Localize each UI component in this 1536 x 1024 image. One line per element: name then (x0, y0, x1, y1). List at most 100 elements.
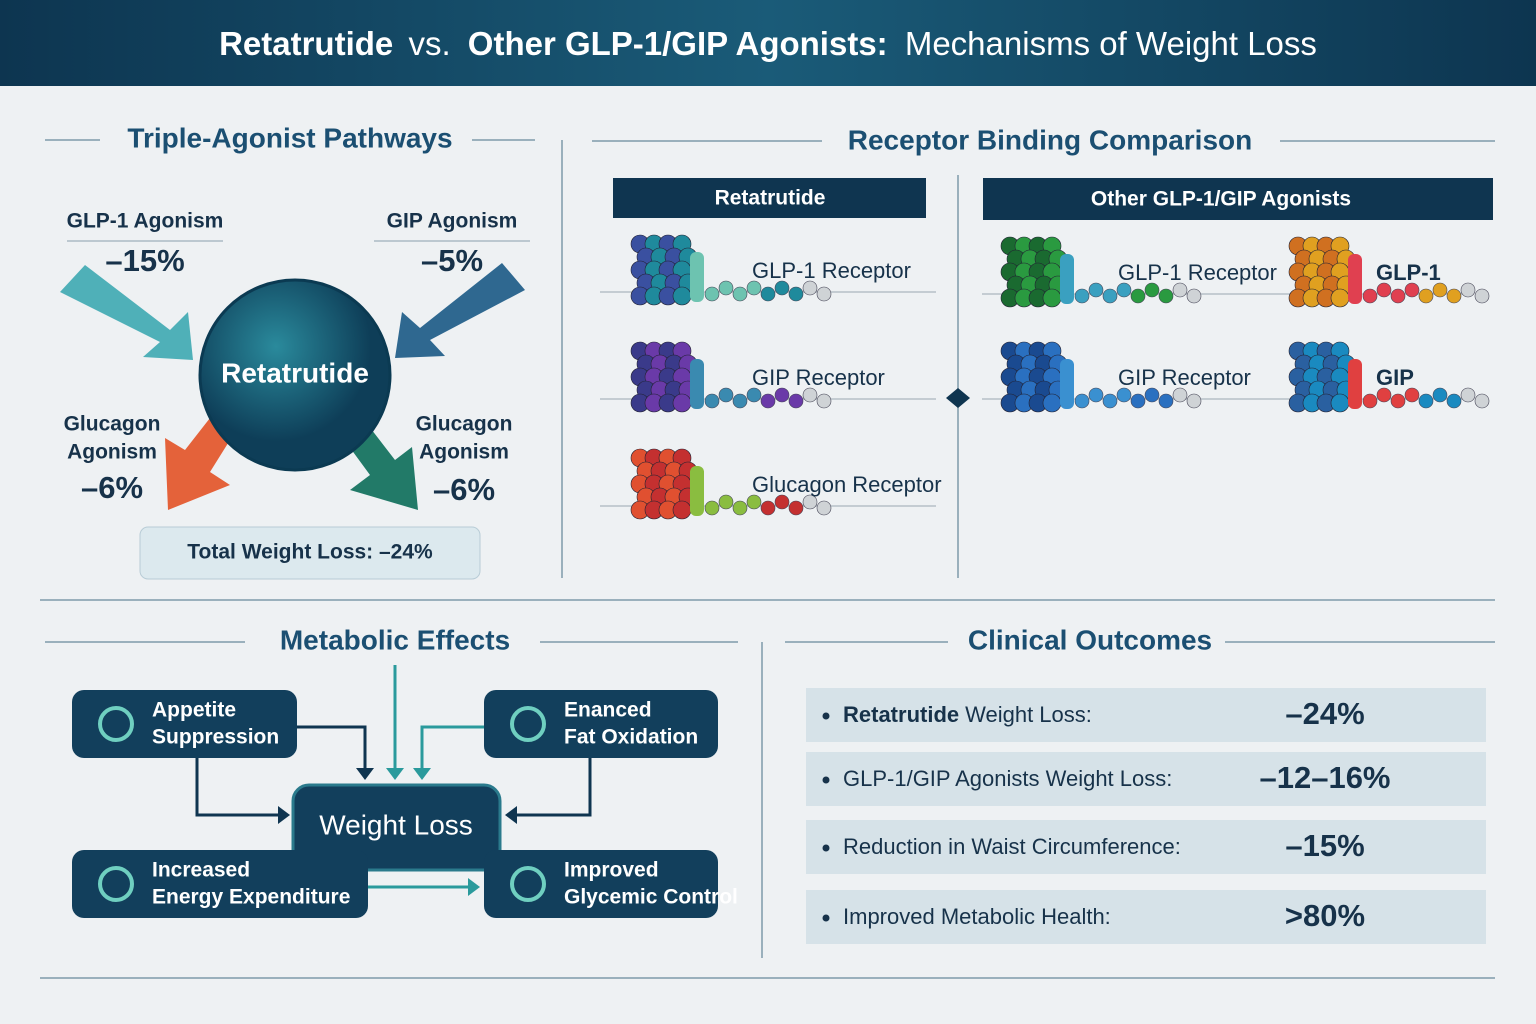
chain (816, 286, 832, 302)
title-part: vs. (408, 25, 450, 62)
effect-icon (510, 706, 546, 742)
chain (1404, 282, 1420, 298)
residue (1330, 288, 1350, 308)
chain (1116, 282, 1132, 298)
column-header-label: Other GLP-1/GIP Agonists (1091, 188, 1351, 211)
receptor-label: GIP Receptor (1118, 365, 1251, 390)
helix (690, 252, 704, 302)
effect-label: Enanced (564, 699, 652, 722)
effect-label: Increased (152, 859, 250, 882)
bullet (822, 776, 830, 784)
section-title: Metabolic Effects (280, 624, 510, 655)
pathway-label: Glucagon (416, 413, 513, 436)
chain (1130, 393, 1146, 409)
arrow (348, 425, 418, 510)
chain (1390, 288, 1406, 304)
chain (1418, 393, 1434, 409)
chain (1404, 387, 1420, 403)
effect-icon (98, 866, 134, 902)
title-part: Mechanisms of Weight Loss (905, 25, 1317, 62)
section-title: Clinical Outcomes (968, 624, 1212, 655)
chain (1390, 393, 1406, 409)
total-label: Total Weight Loss: –24% (187, 541, 433, 564)
helix (690, 466, 704, 516)
bullet (822, 914, 830, 922)
chain (704, 286, 720, 302)
pathway-value: –6% (81, 470, 143, 505)
effect-icon (510, 866, 546, 902)
chain (760, 286, 776, 302)
effect-label: Improved (564, 859, 659, 882)
chain (1460, 387, 1476, 403)
arrow (165, 418, 230, 510)
chain (1474, 393, 1490, 409)
chain (774, 387, 790, 403)
outcome-label: Retatrutide Weight Loss: (843, 702, 1092, 727)
pathway-label: GIP Agonism (387, 210, 518, 233)
effect-label: Appetite (152, 699, 236, 722)
chain (718, 387, 734, 403)
chain (1172, 387, 1188, 403)
chain (704, 393, 720, 409)
outcome-value: –24% (1285, 696, 1364, 731)
receptor-label: GLP-1 Receptor (752, 258, 911, 283)
center-box (291, 783, 502, 872)
pathway-label: Glucagon (64, 413, 161, 436)
chain (1432, 282, 1448, 298)
effect-label: Glycemic Control (564, 886, 738, 909)
chain (746, 494, 762, 510)
molecule (630, 341, 832, 413)
molecule (1000, 236, 1202, 308)
effect-label: Suppression (152, 726, 279, 749)
page-title: Retatrutide vs. Other GLP-1/GIP Agonists… (219, 25, 1317, 62)
pathway-label: Agonism (67, 441, 157, 464)
molecule (1288, 341, 1490, 413)
chain (774, 280, 790, 296)
chain (816, 500, 832, 516)
chain (1432, 387, 1448, 403)
molecule (630, 448, 832, 520)
arrow (60, 265, 193, 360)
chain (1376, 282, 1392, 298)
chain (1186, 288, 1202, 304)
arrow (395, 263, 525, 358)
chain (718, 494, 734, 510)
chain (1144, 387, 1160, 403)
molecule (1288, 236, 1490, 308)
effect-box (484, 690, 718, 758)
chain (816, 393, 832, 409)
outcome-text: Weight Loss: (965, 702, 1092, 727)
receptor-label: GLP-1 (1376, 260, 1441, 285)
residue (672, 286, 692, 306)
chain (746, 280, 762, 296)
center-circle (198, 278, 392, 472)
chain (1362, 393, 1378, 409)
outcome-text: GLP-1/GIP Agonists Weight Loss: (843, 766, 1172, 791)
arrowheads (278, 768, 517, 896)
pathway-value: –5% (421, 243, 483, 278)
residue (1042, 393, 1062, 413)
pathway-label: Agonism (419, 441, 509, 464)
chain (1116, 387, 1132, 403)
helix (690, 359, 704, 409)
helix (1348, 359, 1362, 409)
chain (704, 500, 720, 516)
chain (1446, 393, 1462, 409)
outcome-value: –12–16% (1259, 760, 1390, 795)
helix (1060, 254, 1074, 304)
receptor-label: GIP Receptor (752, 365, 885, 390)
chain (1088, 282, 1104, 298)
pathway-value: –15% (105, 243, 184, 278)
flow-arrows (195, 665, 592, 889)
chain (1172, 282, 1188, 298)
column-header-label: Retatrutide (715, 187, 826, 210)
molecule (630, 234, 832, 306)
effect-label: Fat Oxidation (564, 726, 698, 749)
outcome-value: >80% (1285, 898, 1365, 933)
chain (760, 393, 776, 409)
chain (802, 494, 818, 510)
chain (1158, 288, 1174, 304)
residue (1330, 393, 1350, 413)
chain (774, 494, 790, 510)
